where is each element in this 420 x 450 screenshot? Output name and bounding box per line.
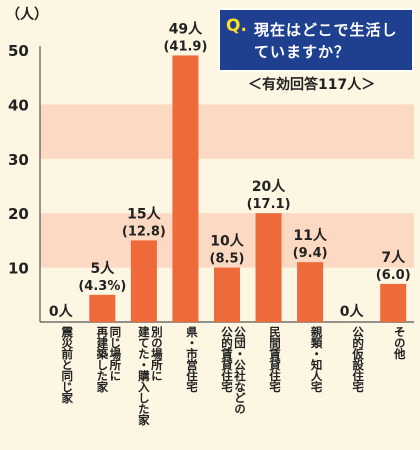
category-label: 公団・公社などの 公的賃貸住宅 <box>220 326 247 414</box>
category-label: 親類・知人宅 <box>309 326 324 392</box>
category-label: 震災前と同じ家 <box>60 326 75 403</box>
count-label: 15人 <box>127 205 161 222</box>
bar <box>214 267 240 322</box>
category-label: 民間賃貸住宅 <box>268 326 283 392</box>
category-label: 同じ場所に 再建築した家 <box>95 326 123 392</box>
question-mark-label: Q. <box>226 16 247 36</box>
count-label: 49人 <box>169 20 203 37</box>
bar <box>130 240 157 322</box>
category-label: 公的仮設住宅 <box>351 326 366 392</box>
y-tick-label: 10 <box>8 260 29 278</box>
category-label: その他 <box>392 326 407 359</box>
y-tick-label: 30 <box>8 151 29 169</box>
bar <box>172 55 199 322</box>
percent-label: (4.3%) <box>78 279 126 294</box>
category-label: 別の場所に 建てた・購入した家 <box>136 326 164 425</box>
category-label: 県・市営住宅 <box>184 326 199 392</box>
percent-label: (17.1) <box>247 197 291 212</box>
count-label: 10人 <box>210 233 244 250</box>
y-axis-unit: （人） <box>6 7 48 23</box>
count-label: 0人 <box>49 303 74 320</box>
y-tick-label: 40 <box>8 96 29 114</box>
count-label: 20人 <box>252 178 286 195</box>
bar <box>380 283 407 322</box>
y-tick-label: 50 <box>8 42 29 60</box>
count-label: 7人 <box>381 249 406 266</box>
question-text: 現在はどこで生活していますか？ <box>254 21 398 61</box>
grid-band <box>40 104 414 159</box>
y-tick-label: 20 <box>8 205 29 223</box>
bar <box>255 213 282 322</box>
count-label: 11人 <box>293 227 327 244</box>
respondent-count: ＜有効回答117人＞ <box>248 77 376 93</box>
question-box: Q. 現在はどこで生活していますか？ <box>218 8 414 72</box>
count-label: 5人 <box>90 260 115 277</box>
percent-label: (41.9) <box>163 39 207 54</box>
percent-label: (8.5) <box>210 252 245 267</box>
bar <box>89 294 116 322</box>
count-label: 0人 <box>340 303 365 320</box>
percent-label: (9.4) <box>293 246 328 261</box>
grid-band <box>40 213 414 268</box>
bar <box>297 262 324 322</box>
percent-label: (6.0) <box>376 268 411 283</box>
percent-label: (12.8) <box>122 224 166 239</box>
